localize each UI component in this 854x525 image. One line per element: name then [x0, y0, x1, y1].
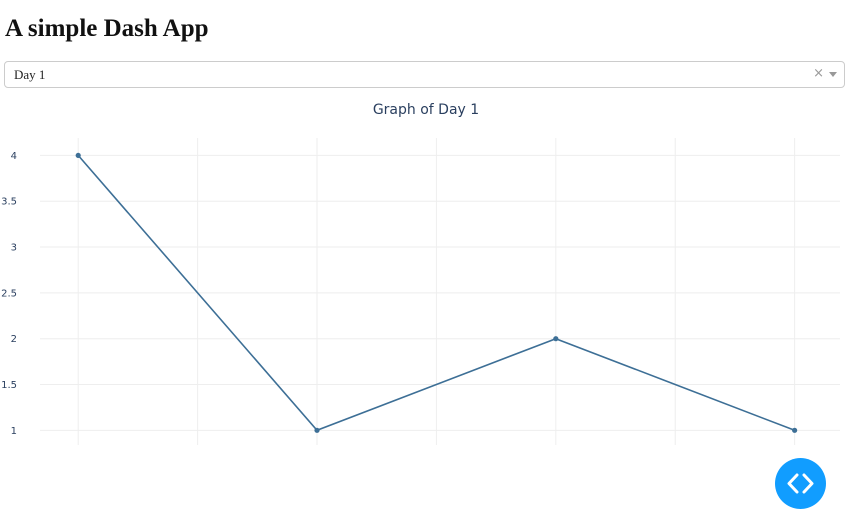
- data-point[interactable]: [314, 427, 320, 433]
- clear-icon[interactable]: ×: [813, 66, 824, 81]
- series-layer: [75, 152, 798, 433]
- day-graph[interactable]: Graph of Day 1 1 1.5 2 2.5 3 3.5 4 1 1.5 2 2.5 3 3.…: [0, 92, 854, 452]
- data-point[interactable]: [553, 336, 559, 342]
- graph-title: Graph of Day 1: [373, 102, 479, 118]
- code-brackets-icon: [787, 473, 814, 494]
- caret-down-icon[interactable]: [829, 72, 837, 77]
- series-line: [77, 154, 795, 432]
- data-point[interactable]: [792, 427, 798, 433]
- data-point[interactable]: [75, 152, 81, 159]
- x-tick-label: 2.5: [428, 451, 444, 452]
- y-tick-label: 2.5: [1, 288, 17, 299]
- x-tick-label: 2: [314, 451, 320, 452]
- x-tick-label: 1: [75, 451, 81, 452]
- y-tick-label: 3: [11, 243, 17, 254]
- y-tick-label: 4: [11, 151, 17, 162]
- day-dropdown[interactable]: Day 1 ×: [4, 61, 845, 88]
- x-axis-ticks: 1 1.5 2 2.5 3 3.5 4: [75, 451, 798, 452]
- grid-lines: [40, 138, 840, 445]
- x-tick-label: 1.5: [190, 451, 206, 452]
- y-axis-ticks: 1 1.5 2 2.5 3 3.5 4: [1, 151, 17, 437]
- y-tick-label: 1.5: [1, 380, 17, 391]
- page-title: A simple Dash App: [5, 15, 209, 42]
- x-tick-label: 3: [553, 451, 559, 452]
- y-tick-label: 2: [11, 334, 17, 345]
- y-tick-label: 3.5: [1, 197, 17, 208]
- y-tick-label: 1: [11, 426, 17, 437]
- x-tick-label: 3.5: [667, 451, 683, 452]
- dropdown-selected-value: Day 1: [14, 67, 46, 82]
- dev-tools-button[interactable]: [775, 458, 826, 509]
- x-tick-label: 4: [791, 451, 797, 452]
